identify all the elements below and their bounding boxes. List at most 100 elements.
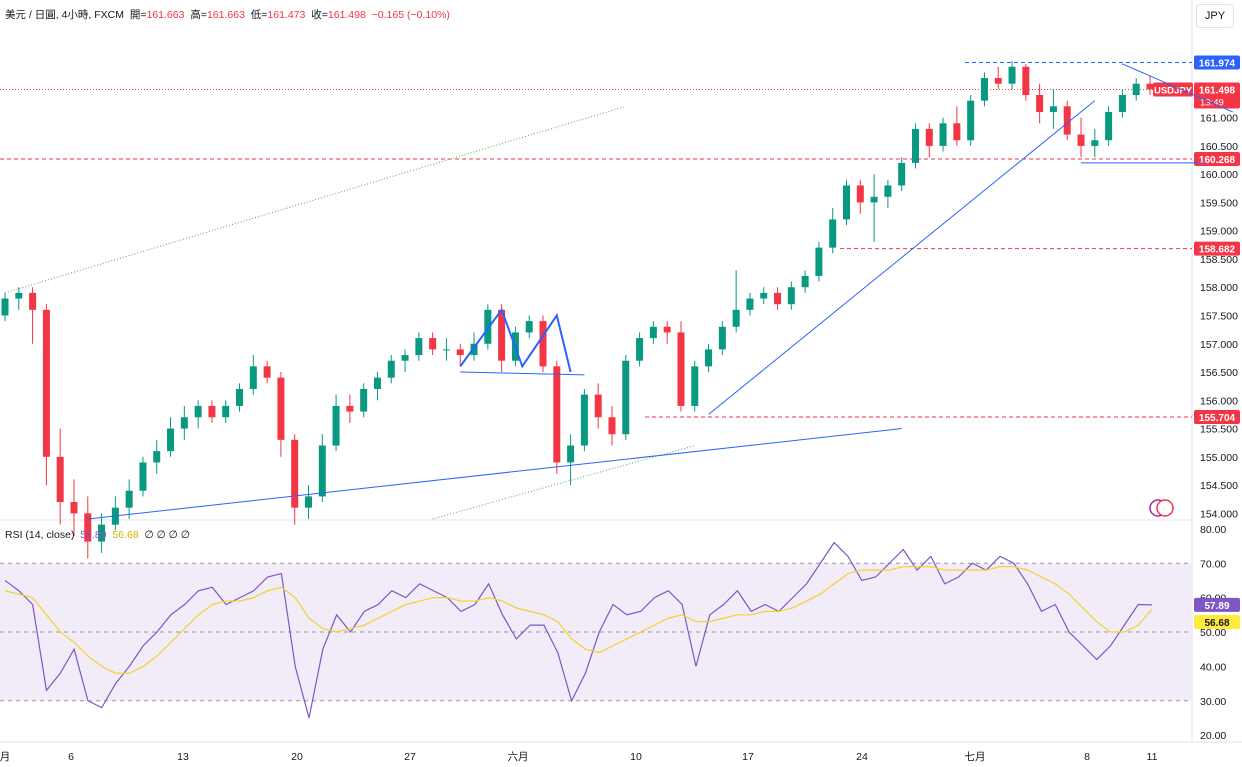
rsi-tick-label: 20.00 (1200, 730, 1226, 742)
rsi-tick-label: 50.00 (1200, 627, 1226, 639)
candle-body (994, 78, 1002, 84)
high-value: 161.663 (206, 9, 245, 21)
rsi-line (4, 541, 1153, 719)
trendline (87, 428, 902, 520)
candle-body (925, 128, 933, 146)
candle-body (801, 275, 809, 288)
candle-body (663, 326, 671, 333)
time-tick-label: 6 (68, 751, 74, 763)
trendline (432, 445, 695, 520)
candle-body (263, 366, 271, 378)
low-value: 161.473 (267, 9, 306, 21)
candle-body (608, 417, 616, 435)
price-tick-label: 159.000 (1200, 226, 1238, 238)
currency-button[interactable]: JPY (1196, 4, 1234, 28)
price-tag-label: 158.682 (1199, 245, 1236, 256)
time-tick-label: 10 (630, 751, 642, 763)
time-tick-label: 17 (742, 751, 754, 763)
candle-body (332, 405, 340, 446)
candle-body (580, 394, 588, 446)
candle-body (539, 321, 547, 367)
last-price-label: 161.498 (1199, 85, 1236, 96)
candle-body (760, 292, 768, 299)
candle-body (953, 123, 961, 141)
price-tick-label: 158.500 (1200, 254, 1238, 266)
rsi-ma-line (4, 566, 1153, 674)
rsi-extras: ∅ ∅ ∅ ∅ (144, 529, 190, 541)
close-label: 收= (311, 9, 328, 21)
trendline (460, 371, 585, 376)
candle-body (401, 355, 409, 361)
time-tick-label: 24 (856, 751, 868, 763)
trendline (4, 105, 626, 294)
time-tick-label: 六月 (508, 751, 529, 763)
candle-body (125, 490, 133, 508)
candle-body (1118, 95, 1126, 112)
candle-body (884, 185, 892, 197)
price-tick-label: 160.500 (1200, 141, 1238, 153)
rsi-legend: RSI (14, close) 57.89 56.68 ∅ ∅ ∅ ∅ (5, 529, 190, 541)
candle-body (939, 123, 947, 146)
candle-body (787, 287, 795, 305)
candle-body (387, 360, 395, 378)
rsi-value-tag (1194, 597, 1240, 612)
price-tick-label: 154.500 (1200, 480, 1238, 492)
low-label: 低= (250, 9, 268, 21)
candle-body (870, 196, 878, 203)
candle-body (1091, 140, 1099, 146)
price-tag-label: 161.974 (1199, 59, 1236, 70)
price-tick-label: 156.000 (1200, 395, 1238, 407)
pattern-path (459, 307, 572, 373)
last-price-tag (1194, 82, 1240, 109)
candle-body (843, 185, 851, 220)
candle-body (498, 309, 506, 361)
candle-body (153, 451, 161, 463)
candle-body (318, 445, 326, 497)
rsi-tick-label: 30.00 (1200, 696, 1226, 708)
candle-body (622, 360, 630, 435)
price-tick-label: 161.000 (1200, 113, 1238, 125)
candle-body (56, 456, 64, 503)
rsi-title: RSI (14, close) (5, 529, 75, 541)
rsi-tick-label: 40.00 (1200, 661, 1226, 673)
price-tick-label: 154.000 (1200, 508, 1238, 520)
candle-body (677, 332, 685, 406)
price-tag-label: 160.268 (1199, 155, 1236, 166)
rsi-ma-value: 56.68 (112, 529, 139, 541)
candle-body (774, 292, 782, 305)
candle-body (967, 100, 975, 141)
price-tag (1194, 55, 1240, 70)
price-tag-label: 155.704 (1199, 413, 1236, 424)
candle-body (15, 292, 23, 299)
price-tick-label: 155.500 (1200, 424, 1238, 436)
change-value: −0.165 (371, 9, 405, 21)
time-tick-label: 20 (291, 751, 303, 763)
price-tick-label: 158.000 (1200, 282, 1238, 294)
close-value: 161.498 (327, 9, 366, 21)
rsi-value-tag-label: 57.89 (1204, 601, 1229, 612)
candle-body (525, 321, 533, 333)
candle-body (1036, 95, 1044, 112)
candle-body (732, 309, 740, 327)
rsi-tick-label: 80.00 (1200, 524, 1226, 536)
candle-body (649, 326, 657, 339)
time-tick-label: 13 (177, 751, 189, 763)
candle-body (1146, 83, 1154, 90)
candle-body (139, 462, 147, 491)
open-value: 161.663 (146, 9, 185, 21)
candle-body (815, 247, 823, 276)
rsi-ma-tag-label: 56.68 (1204, 618, 1229, 629)
candle-body (1077, 134, 1085, 146)
candle-body (442, 349, 450, 351)
open-label: 開= (129, 9, 147, 21)
trendline (708, 100, 1096, 415)
rsi-tick-label: 70.00 (1200, 558, 1226, 570)
flag-icon (1156, 499, 1174, 517)
candle-body (42, 309, 50, 457)
candle-body (718, 326, 726, 350)
time-tick-label: 11 (1147, 751, 1158, 763)
price-tick-label: 157.500 (1200, 310, 1238, 322)
candle-body (373, 377, 381, 389)
candle-body (705, 349, 713, 367)
